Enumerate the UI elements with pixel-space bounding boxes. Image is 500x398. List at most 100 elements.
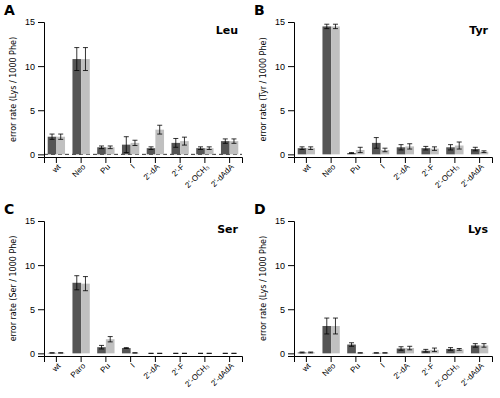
panel: 051015wtParoPuI2’-dA2’-F2’-OCH₃2’-dAdASe… — [4, 201, 243, 389]
tick: 2’-F — [420, 157, 436, 178]
bar — [298, 352, 307, 354]
bar — [322, 26, 331, 154]
error-bar — [223, 353, 228, 354]
tick-mark — [180, 157, 181, 163]
error-bar — [58, 134, 63, 139]
axis-line — [295, 158, 493, 164]
tick: wt — [50, 157, 63, 175]
error-bar — [108, 337, 113, 342]
bar — [372, 352, 381, 353]
tick-label: 10 — [275, 61, 285, 71]
tick-label: 2’-OCH₃ — [433, 361, 461, 389]
tick: 10 — [25, 61, 44, 71]
tick-label: 2’-dAdA — [209, 162, 236, 189]
axis-title: error rate (Lys / 1000 Phe) — [9, 37, 18, 142]
tick-label: 0 — [30, 349, 35, 359]
bar — [72, 283, 81, 354]
tick: 2’-F — [420, 356, 436, 377]
tick: I — [379, 356, 387, 369]
tick-label: 15 — [275, 17, 285, 27]
tick-mark — [355, 157, 356, 163]
marks — [48, 276, 237, 354]
axis-line — [295, 357, 493, 363]
tick: Pu — [349, 356, 362, 375]
tick-label: 2’-F — [170, 162, 186, 178]
figure: 051015wtNeoPuI2’-dA2’-F2’-OCH₃2’-dAdALeu… — [0, 0, 500, 398]
bar — [480, 152, 489, 155]
tick: 10 — [25, 260, 44, 270]
error-bar — [324, 24, 329, 28]
tick-mark — [288, 110, 294, 111]
axis-title: error rate (Ser / 1000 Phe) — [9, 236, 18, 342]
tick: 0 — [280, 349, 294, 359]
tick-mark — [130, 157, 131, 163]
error-bar — [407, 144, 412, 149]
error-bars — [308, 318, 486, 353]
tick: 2’-dAdA — [459, 157, 486, 189]
tick: 2’-dAdA — [209, 157, 236, 189]
tick-label: wt — [300, 361, 313, 374]
tick-mark — [204, 157, 205, 163]
error-bar — [473, 344, 478, 348]
series — [298, 26, 480, 154]
error-bar — [207, 147, 212, 150]
tick-label: 2’-OCH₃ — [433, 162, 461, 190]
tick: wt — [50, 356, 63, 374]
tick-mark — [38, 66, 44, 67]
bar — [81, 284, 90, 354]
error-bar — [83, 48, 88, 71]
error-bar — [399, 347, 404, 351]
bar — [72, 59, 81, 154]
tick: I — [379, 157, 387, 170]
tick-mark — [155, 356, 156, 362]
panel: 051015wtNeoPuI2’-dA2’-F2’-OCH₃2’-dAdALeu… — [4, 2, 243, 190]
tick: 2’-OCH₃ — [183, 356, 211, 389]
bar — [196, 353, 205, 354]
tick-label: 2’-dAdA — [459, 162, 486, 189]
error-bar — [382, 352, 387, 353]
tick: I — [129, 157, 137, 170]
tick-mark — [355, 356, 356, 362]
tick: 2’-OCH₃ — [433, 157, 461, 190]
tick-label: I — [379, 361, 387, 369]
tick: 2’-dA — [142, 157, 162, 182]
tick-label: 15 — [25, 17, 35, 27]
error-bar — [308, 352, 313, 354]
tick-label: 15 — [275, 216, 285, 226]
tick-mark — [288, 309, 294, 310]
tick-mark — [454, 157, 455, 163]
error-bar — [432, 348, 437, 352]
bar — [122, 348, 131, 353]
tick-mark — [105, 157, 106, 163]
tick-label: 5 — [280, 106, 285, 116]
plot-area: 051015wtParoPuI2’-dA2’-F2’-OCH₃2’-dAdASe… — [9, 216, 243, 389]
tick-label: 0 — [280, 349, 285, 359]
tick: Neo — [320, 356, 337, 378]
tick-mark — [229, 157, 230, 163]
error-bar — [132, 352, 137, 353]
axis-line — [45, 158, 243, 164]
bar — [347, 153, 356, 154]
bar — [131, 352, 140, 353]
error-bars — [300, 24, 478, 153]
tick-mark — [38, 110, 44, 111]
error-bar — [182, 137, 187, 145]
error-bars — [50, 276, 228, 354]
tick-mark — [155, 157, 156, 163]
plot-area: 051015wtNeoPuI2’-dA2’-F2’-OCH₃2’-dAdALys… — [259, 216, 493, 389]
bar — [81, 59, 90, 154]
tick: 2’-dA — [392, 157, 412, 182]
axis-line — [288, 222, 295, 357]
tick-mark — [331, 157, 332, 163]
error-bar — [333, 318, 338, 334]
error-bar — [124, 347, 129, 349]
error-bar — [349, 343, 354, 347]
tick: 0 — [30, 150, 44, 160]
error-bar — [457, 142, 462, 149]
error-bar — [50, 134, 55, 139]
tick-label: I — [129, 162, 137, 170]
error-bar — [99, 146, 104, 149]
tick: Paro — [69, 356, 88, 380]
tick-label: wt — [50, 162, 63, 175]
tick: 0 — [280, 150, 294, 160]
